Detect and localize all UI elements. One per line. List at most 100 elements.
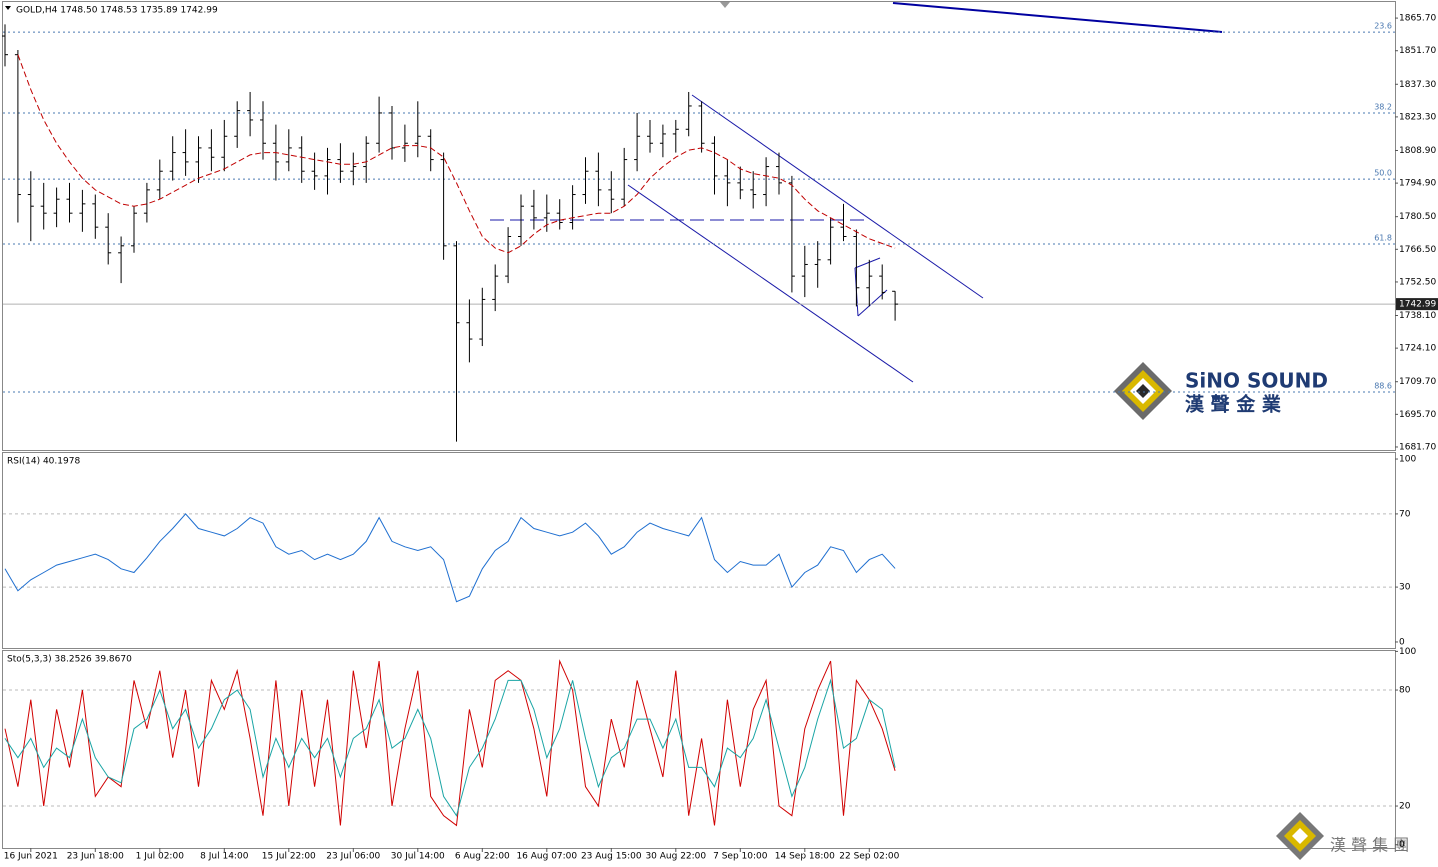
indicator-line <box>4 678 896 817</box>
footer-logo-icon <box>1276 812 1324 860</box>
y-tick-label: 1766.50 <box>1399 245 1436 255</box>
ohlc-bar <box>131 206 137 253</box>
y-tick-label: 100 <box>1399 647 1416 657</box>
ohlc-bar <box>801 245 808 298</box>
ohlc-bar <box>401 124 408 162</box>
ohlc-bar <box>776 152 782 195</box>
fib-label: 23.6 <box>1374 22 1392 31</box>
price-title: GOLD,H4 1748.50 1748.53 1735.89 1742.99 <box>16 6 218 16</box>
ohlc-bar <box>285 129 292 172</box>
x-tick-label: 30 Aug 22:00 <box>645 852 706 862</box>
y-tick-label: 1823.30 <box>1399 112 1436 122</box>
x-tick-label: 14 Sep 18:00 <box>775 852 835 862</box>
ohlc-bar <box>247 91 254 137</box>
ohlc-bar <box>724 159 731 207</box>
ohlc-bar <box>788 175 795 293</box>
ohlc-bar <box>647 119 653 153</box>
x-tick-label: 8 Jul 14:00 <box>200 852 249 862</box>
ohlc-bar <box>685 91 692 137</box>
ohlc-bar <box>466 299 473 363</box>
y-tick-label: 20 <box>1399 802 1411 812</box>
y-tick-label: 1837.30 <box>1399 80 1436 90</box>
ohlc-bar <box>711 136 718 195</box>
ohlc-bar <box>40 182 47 230</box>
ohlc-bar <box>814 241 821 288</box>
price-panel <box>2 1 1396 451</box>
ohlc-bar <box>311 152 318 190</box>
ohlc-bar <box>234 101 241 148</box>
ohlc-bar <box>53 187 60 228</box>
ohlc-bar <box>866 259 873 307</box>
ohlc-bar <box>92 194 99 239</box>
y-tick-label: 1851.70 <box>1399 46 1436 56</box>
ohlc-bar <box>582 157 589 204</box>
ohlc-bar <box>492 264 499 312</box>
ohlc-bar <box>595 152 602 207</box>
ohlc-bar <box>66 182 73 223</box>
x-tick-label: 6 Aug 22:00 <box>455 852 510 862</box>
x-tick-label: 1 Jul 02:00 <box>136 852 185 862</box>
y-tick-label: 80 <box>1399 686 1411 696</box>
ohlc-bar <box>737 166 744 200</box>
y-tick-label: 1780.50 <box>1399 212 1436 222</box>
ohlc-bar <box>453 241 460 442</box>
ohlc-bar <box>763 157 770 207</box>
ohlc-bar <box>530 189 537 230</box>
y-tick-label: 1794.90 <box>1399 179 1436 189</box>
ohlc-bar <box>569 185 576 230</box>
ohlc-bar <box>608 171 615 214</box>
x-tick-label: 7 Sep 10:00 <box>713 852 768 862</box>
y-tick-label: 1681.70 <box>1399 442 1436 452</box>
fib-label: 38.2 <box>1374 102 1392 111</box>
y-tick-label: 70 <box>1399 509 1411 519</box>
x-tick-label: 23 Aug 15:00 <box>581 852 642 862</box>
ohlc-bar <box>118 236 125 284</box>
ohlc-bar <box>440 152 447 260</box>
channel-upper <box>691 94 984 299</box>
ohlc-bar <box>621 147 628 207</box>
watermark-brand: SiNO SOUND <box>1185 369 1328 393</box>
ohlc-bar <box>79 189 86 232</box>
ohlc-bar <box>182 129 189 176</box>
fib-label: 50.0 <box>1374 169 1392 178</box>
ohlc-bar <box>479 287 486 347</box>
ohlc-bar <box>427 129 434 172</box>
y-tick-label: 0 <box>1399 637 1405 647</box>
x-tick-label: 16 Jun 2021 <box>4 852 58 862</box>
ohlc-bar <box>414 101 421 158</box>
y-tick-label: 1709.70 <box>1399 377 1436 387</box>
ohlc-bar <box>892 290 899 321</box>
ohlc-bar <box>208 129 215 172</box>
shift-marker <box>720 2 730 8</box>
y-tick-label: 1865.70 <box>1399 14 1436 24</box>
y-tick-label: 1695.70 <box>1399 410 1436 420</box>
ohlc-bar <box>634 112 641 172</box>
ohlc-bar <box>543 194 550 232</box>
ohlc-bar <box>750 171 757 209</box>
footer-logo-text: 漢 聲 集 團 <box>1330 836 1409 855</box>
ohlc-bar <box>698 101 705 153</box>
y-tick-label: 100 <box>1399 455 1416 465</box>
x-tick-label: 16 Aug 07:00 <box>516 852 577 862</box>
logo <box>1114 362 1172 420</box>
price-label-box <box>1396 298 1438 311</box>
y-tick-label: 1808.90 <box>1399 146 1436 156</box>
menu-arrow <box>5 6 11 10</box>
ohlc-bar <box>363 136 370 183</box>
watermark-subtitle: 漢 聲 金 業 <box>1185 393 1282 416</box>
ohlc-bar <box>143 182 150 223</box>
fib-label: 61.8 <box>1374 233 1392 242</box>
ohlc-bar <box>195 136 202 183</box>
ohlc-bar <box>840 203 847 242</box>
x-tick-label: 22 Sep 02:00 <box>839 852 899 862</box>
ohlc-bar <box>14 50 21 223</box>
y-tick-label: 1752.50 <box>1399 277 1436 287</box>
x-tick-label: 30 Jul 14:00 <box>391 852 445 862</box>
ohlc-bar <box>260 101 266 160</box>
ohlc-bar <box>518 194 524 246</box>
ohlc-bar <box>169 136 176 181</box>
trendline <box>892 2 1223 33</box>
ohlc-bar <box>221 119 228 172</box>
y-tick-label: 1724.10 <box>1399 344 1436 354</box>
